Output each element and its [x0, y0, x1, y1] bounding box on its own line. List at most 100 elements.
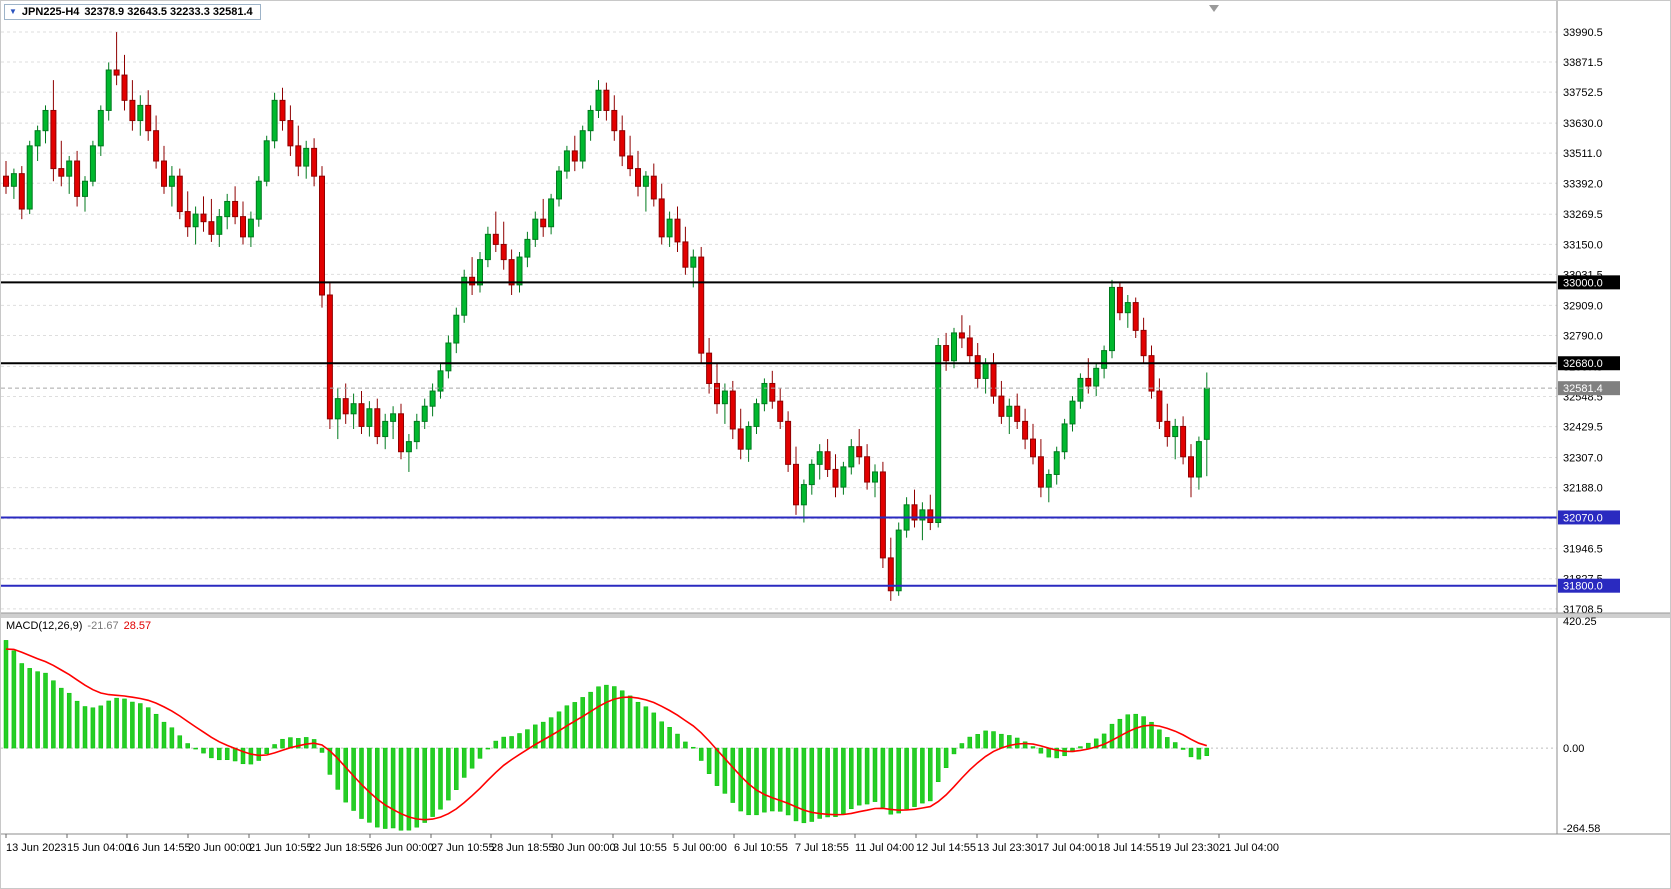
candle-body: [121, 74, 128, 101]
candle-body: [374, 408, 381, 438]
macd-bar: [1093, 738, 1099, 749]
macd-bar: [1165, 737, 1170, 749]
price-tick-label: 33752.5: [1563, 87, 1603, 99]
candle-body: [595, 89, 602, 111]
candle-body: [982, 362, 989, 379]
candle-body: [1069, 400, 1076, 425]
candle-body: [216, 216, 223, 235]
candle-body: [137, 104, 144, 122]
candle-body: [484, 233, 491, 261]
candle-body: [1006, 405, 1013, 417]
macd-bar: [1157, 729, 1162, 749]
price-axis[interactable]: 33990.5 33871.5 33752.5 33630.0 33511.0 33392…: [1556, 1, 1620, 834]
candle-body: [382, 420, 389, 438]
macd-bar: [999, 733, 1004, 749]
time-label: 20 Jun 00:00: [188, 842, 252, 854]
macd-bar: [1141, 716, 1146, 749]
macd-bar: [572, 702, 578, 749]
pane-separator[interactable]: [1, 613, 1671, 618]
macd-bar: [454, 747, 459, 790]
chart-shift-triangle-icon[interactable]: [1209, 5, 1219, 12]
candle-body: [777, 400, 784, 422]
candle-body: [492, 233, 499, 245]
time-label: 5 Jul 00:00: [673, 842, 727, 854]
macd-bar: [201, 747, 206, 754]
price-tick-label: 32790.0: [1563, 330, 1603, 342]
macd-bar: [651, 712, 657, 749]
macd-bar: [517, 733, 522, 749]
candle-body: [737, 428, 744, 450]
macd-bar: [90, 707, 96, 749]
price-tick-label: 33392.0: [1563, 178, 1603, 190]
candle-body: [1093, 367, 1100, 387]
time-label: 13 Jul 23:30: [977, 842, 1037, 854]
macd-bar: [1038, 747, 1044, 754]
candle-body: [556, 170, 562, 200]
candlesticks: [3, 32, 1210, 601]
macd-bar: [864, 747, 870, 805]
candle-body: [571, 150, 578, 162]
macd-bar: [540, 721, 546, 749]
macd-bar: [327, 747, 333, 775]
candle-body: [911, 504, 918, 521]
candle-body: [587, 109, 594, 132]
candle-body: [895, 529, 902, 592]
candle-body: [18, 173, 25, 210]
candle-body: [816, 451, 823, 465]
macd-bar: [612, 686, 617, 749]
candle-body: [1030, 438, 1036, 458]
candle-body: [832, 468, 839, 488]
candle-body: [224, 200, 231, 218]
candle-body: [951, 332, 957, 362]
expand-triangle-icon[interactable]: ▼: [9, 7, 17, 16]
macd-bar: [193, 747, 198, 750]
macd-bar: [398, 747, 404, 831]
time-label: 6 Jul 10:55: [734, 842, 788, 854]
candle-body: [271, 99, 278, 142]
macd-bar: [525, 729, 530, 749]
candle-body: [342, 398, 349, 415]
macd-bar: [288, 737, 293, 749]
candle-body: [642, 175, 649, 187]
macd-bar: [580, 697, 585, 749]
macd-bar: [935, 747, 941, 782]
time-label: 12 Jul 14:55: [916, 842, 976, 854]
candle-body: [350, 403, 357, 415]
macd-axis[interactable]: 420.25 0.00 -264.58: [1563, 616, 1600, 835]
macd-bar: [635, 701, 641, 749]
macd-bar: [896, 747, 901, 814]
candle-body: [563, 150, 570, 172]
macd-bar: [1196, 747, 1202, 760]
candle-body: [50, 109, 57, 170]
macd-bar: [991, 731, 996, 749]
price-tick-label: 33871.5: [1563, 57, 1603, 69]
candle-body: [58, 168, 65, 177]
macd-bar: [619, 690, 625, 749]
price-tick-label: 33511.0: [1563, 148, 1602, 160]
candle-body: [42, 109, 49, 132]
macd-bar: [714, 747, 720, 786]
candle-body: [326, 294, 333, 420]
macd-bar: [280, 738, 285, 749]
macd-name: MACD(12,26,9): [6, 620, 83, 632]
candle-body: [453, 314, 460, 344]
candle-body: [674, 218, 681, 243]
svg-text:32680.0: 32680.0: [1563, 358, 1603, 370]
candle-body: [1148, 355, 1155, 392]
candle-body: [682, 241, 689, 268]
macd-bar: [643, 706, 649, 749]
time-label: 21 Jul 04:00: [1219, 842, 1279, 854]
candle-body: [303, 147, 310, 167]
macd-bar: [667, 727, 672, 749]
candle-body: [113, 69, 120, 76]
candle-body: [145, 104, 152, 132]
macd-bar: [943, 747, 949, 768]
candle-body: [714, 382, 720, 405]
macd-bar: [785, 747, 791, 816]
macd-bar: [588, 691, 593, 749]
macd-bar: [683, 741, 688, 749]
